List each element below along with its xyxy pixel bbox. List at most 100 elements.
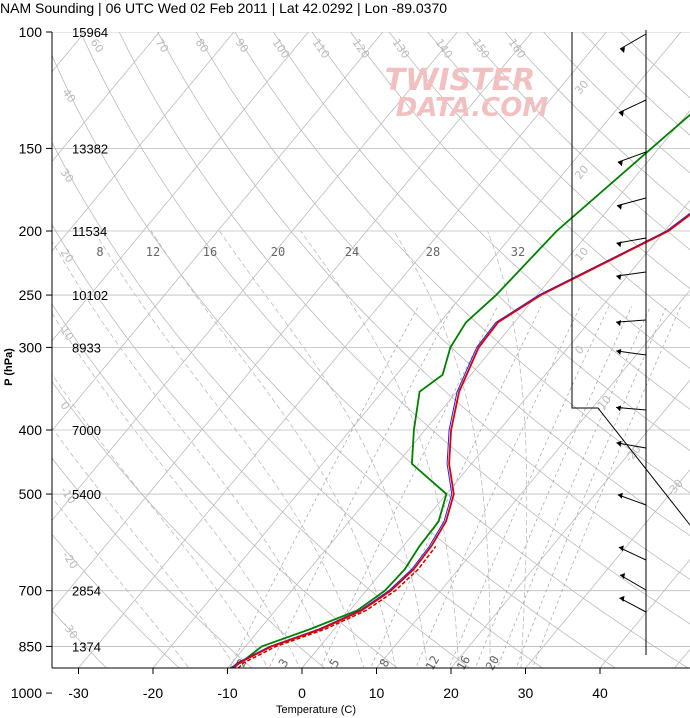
mixing-ratio-line: [474, 306, 632, 668]
adiabat-label: 20: [58, 246, 77, 265]
x-tick-label: -30: [68, 685, 88, 701]
height-label: 8933: [72, 340, 101, 355]
wind-barb: [619, 33, 647, 50]
isotherm-line: [226, 110, 690, 668]
isotherm-line: [152, 32, 682, 668]
wind-barb-flag: [616, 440, 622, 447]
adiabat-label: 0: [58, 399, 73, 412]
series-layer: [228, 113, 690, 668]
moist-adiabat-line: [393, 230, 491, 668]
y-axis-title: P (hPa): [3, 348, 15, 386]
wind-barb-flag: [620, 573, 626, 579]
dry-adiabat-line: [52, 303, 398, 668]
x-tick-label: 20: [443, 685, 459, 701]
wind-barb-flag: [616, 320, 622, 327]
wind-barb: [616, 319, 647, 323]
isotherm-line: [52, 32, 160, 162]
isotherm-label: 0: [572, 343, 586, 357]
moist-adiabat-line: [52, 312, 301, 668]
adiabat-label: 90: [233, 36, 252, 55]
mixing-ratio-label: 20: [271, 245, 285, 259]
wind-barb: [616, 442, 647, 449]
height-label: 13382: [72, 141, 108, 156]
y-tick-label: 850: [19, 638, 43, 654]
isotherm-line: [52, 32, 533, 611]
adiabat-label: -20: [60, 549, 81, 571]
mixing-ratio-line: [320, 306, 498, 668]
height-label: 10102: [72, 288, 108, 303]
height-label: 1374: [72, 639, 101, 654]
wind-barb-flag: [617, 160, 623, 167]
adiabat-label: 100: [270, 36, 293, 61]
grid-layer: [52, 32, 690, 668]
adiabat-label: 110: [310, 36, 333, 61]
wind-barb-flag: [616, 405, 622, 412]
moist-adiabat-line: [52, 240, 333, 668]
dry-adiabat-line: [620, 32, 690, 99]
moist-adiabat-line: [150, 230, 397, 668]
wind-barb: [618, 546, 647, 561]
mixing-ratio-line: [415, 306, 581, 668]
wind-barb: [616, 406, 647, 411]
wind-barb-flag: [617, 492, 623, 499]
wind-barb-flag: [616, 348, 622, 355]
isotherm-line: [673, 648, 690, 668]
mixing-ratio-line: [229, 306, 419, 668]
dry-adiabat-line: [52, 223, 471, 668]
isotherm-line: [52, 32, 384, 432]
watermark-line2: DATA.COM: [396, 93, 549, 123]
isotherm-line: [52, 32, 309, 342]
moist-adiabat-line: [93, 230, 365, 668]
moist-adiabat-line: [219, 230, 428, 668]
x-tick-label: -10: [217, 685, 237, 701]
mixing-ratio-label: 28: [426, 245, 440, 259]
dry-adiabat-line: [195, 32, 690, 537]
dry-adiabat-line: [52, 380, 326, 668]
mixing-ratio-line: [370, 306, 542, 668]
dry-adiabat-line: [80, 32, 689, 668]
wind-barb: [618, 99, 647, 114]
dry-adiabat-line: [52, 54, 616, 668]
mixing-ratio-label: 24: [345, 245, 359, 259]
y-tick-label: 500: [19, 486, 43, 502]
wind-barb-flag: [616, 241, 622, 248]
wind-barb-flag: [617, 203, 623, 210]
x-tick-label: -20: [143, 685, 163, 701]
mixing-ratio-label: 32: [511, 245, 525, 259]
wind-barb: [616, 271, 647, 277]
mixing-ratio-label: 8: [96, 245, 103, 259]
y-tick-label: 700: [19, 583, 43, 599]
height-label: 11534: [72, 224, 107, 239]
chart-title: NAM Sounding | 06 UTC Wed 02 Feb 2011 | …: [0, 0, 448, 16]
watermark-line1: TWISTER: [385, 63, 535, 98]
temperature-line: [232, 213, 690, 668]
x-tick-label: 40: [592, 685, 608, 701]
wind-barb-flag: [619, 595, 625, 602]
isotherm-line: [52, 32, 458, 522]
mixing-ratio-label: 20: [483, 653, 502, 673]
mixing-ratio-line: [496, 306, 651, 668]
adiabat-label: 40: [60, 86, 79, 105]
wind-barb: [617, 494, 647, 506]
mixing-ratio-line: [268, 306, 453, 668]
wind-barb-flag: [616, 274, 622, 281]
axes: Temperature (C) P (hPa) 1001502002503004…: [3, 24, 690, 716]
wind-box-border: [571, 32, 690, 526]
mixing-ratio-line: [532, 306, 682, 668]
isotherm-line: [450, 379, 690, 668]
wind-barb-flag: [620, 47, 626, 53]
isotherm-label: 30: [572, 78, 591, 97]
mixing-ratio-label: 12: [423, 653, 442, 673]
height-label: 5400: [72, 487, 101, 502]
height-label: 15964: [72, 25, 108, 40]
height-label: 7000: [72, 423, 101, 438]
dry-adiabat-line: [311, 32, 690, 410]
dry-adiabat-line: [350, 32, 690, 369]
moist-adiabat-line: [52, 496, 190, 668]
y-tick-label: 400: [19, 422, 43, 438]
parcel-line: [237, 545, 437, 668]
moist-adiabat-line: [300, 230, 460, 668]
moist-adiabat-line: [52, 373, 269, 668]
isotherm-label: -30: [664, 477, 686, 499]
